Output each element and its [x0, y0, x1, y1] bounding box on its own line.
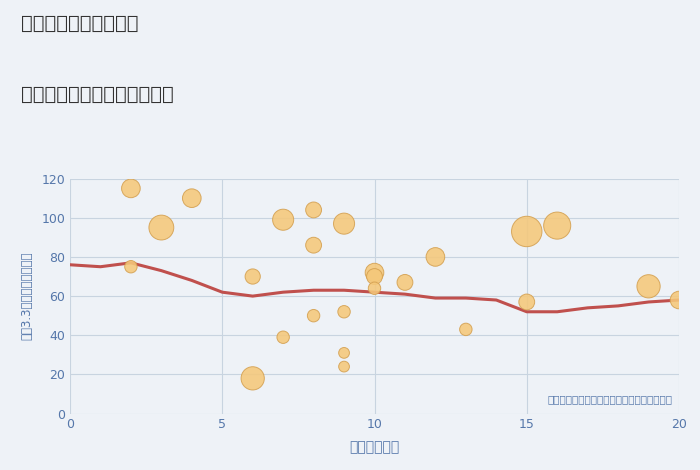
- Point: [308, 312, 319, 320]
- Point: [461, 326, 472, 333]
- Point: [399, 279, 410, 286]
- Point: [339, 220, 350, 227]
- Point: [369, 269, 380, 276]
- Point: [186, 195, 197, 202]
- Point: [125, 263, 136, 271]
- Text: 三重県伊賀市一之宮の: 三重県伊賀市一之宮の: [21, 14, 139, 33]
- Point: [673, 296, 685, 304]
- Point: [308, 206, 319, 214]
- Point: [125, 185, 136, 192]
- Text: 駅距離別中古マンション価格: 駅距離別中古マンション価格: [21, 85, 174, 103]
- Point: [308, 242, 319, 249]
- Point: [277, 334, 289, 341]
- Point: [643, 282, 655, 290]
- Point: [369, 273, 380, 280]
- Point: [369, 284, 380, 292]
- Point: [521, 298, 532, 306]
- Point: [277, 216, 289, 224]
- Point: [247, 273, 258, 280]
- Point: [339, 349, 350, 357]
- Point: [339, 363, 350, 370]
- Point: [430, 253, 441, 261]
- Y-axis label: 坪（3.3㎡）単価（万円）: 坪（3.3㎡）単価（万円）: [20, 252, 33, 340]
- Text: 円の大きさは、取引のあった物件面積を示す: 円の大きさは、取引のあった物件面積を示す: [548, 394, 673, 404]
- Point: [521, 228, 532, 235]
- Point: [552, 222, 563, 229]
- Point: [156, 224, 167, 231]
- Point: [339, 308, 350, 315]
- Point: [247, 375, 258, 382]
- X-axis label: 駅距離（分）: 駅距離（分）: [349, 440, 400, 454]
